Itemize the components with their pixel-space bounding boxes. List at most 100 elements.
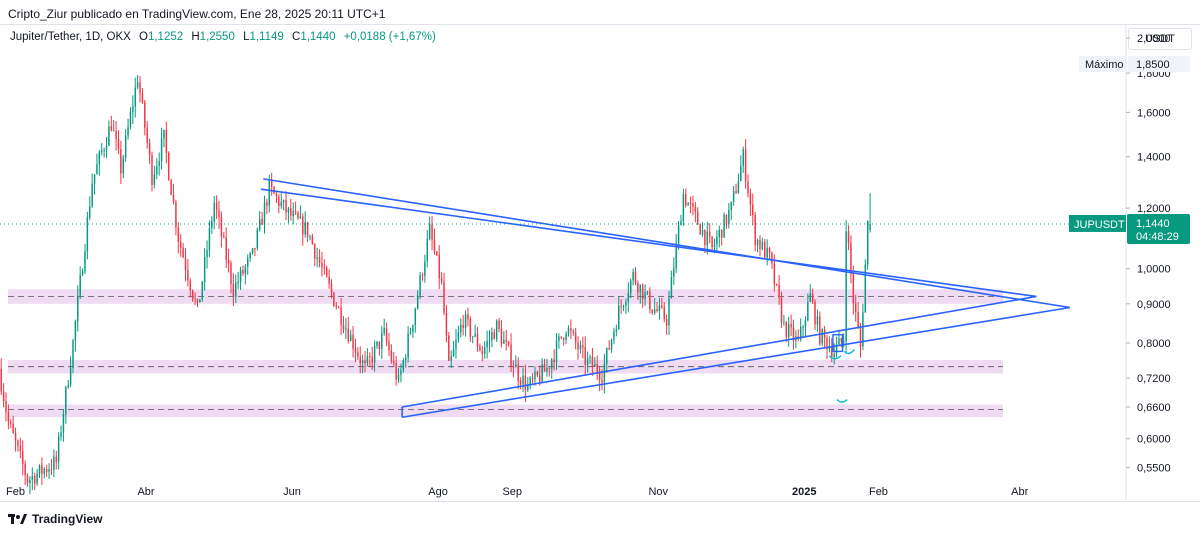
- candle-body: [177, 227, 180, 242]
- low-label: L: [243, 31, 250, 43]
- candle-body: [728, 210, 730, 224]
- candle-body: [438, 254, 440, 279]
- candle-body: [610, 339, 613, 350]
- candle-body: [428, 224, 431, 239]
- candle-body: [299, 216, 302, 219]
- candle-body: [77, 295, 79, 322]
- candle-body: [72, 340, 74, 368]
- candle-body: [768, 247, 771, 253]
- candle-body: [33, 475, 36, 484]
- candle-body: [36, 473, 38, 484]
- y-tick-label: 0,7200: [1137, 373, 1171, 385]
- candle-body: [242, 269, 244, 274]
- candle-body: [852, 273, 855, 304]
- candle-body: [766, 247, 768, 258]
- candle-body: [189, 280, 192, 291]
- candle-body: [416, 295, 419, 309]
- candle-body: [431, 224, 433, 240]
- candle-body: [278, 196, 280, 207]
- candle-body: [622, 306, 625, 308]
- candle-body: [658, 305, 661, 312]
- candle-body: [550, 359, 553, 369]
- candle-body: [677, 225, 680, 244]
- candle-body: [424, 261, 426, 276]
- candle-body: [586, 358, 589, 365]
- support-zone: [8, 360, 1003, 374]
- candle-body: [17, 440, 19, 446]
- candle-body: [67, 384, 69, 388]
- x-tick-label: 2025: [792, 486, 816, 498]
- candle-body: [136, 82, 139, 88]
- candle-body: [153, 174, 156, 186]
- candle-body: [601, 380, 603, 383]
- publisher-line: Cripto_Ziur publicado en TradingView.com…: [8, 7, 386, 21]
- candle-body: [120, 149, 122, 174]
- candle-body: [517, 364, 519, 381]
- candle-body: [572, 331, 575, 333]
- candle-body: [129, 112, 132, 128]
- candle-body: [182, 247, 184, 258]
- candle-body: [5, 401, 7, 413]
- candle-body: [476, 334, 479, 347]
- candle-body: [570, 328, 572, 332]
- candle-body: [235, 282, 237, 297]
- candle-body: [184, 257, 187, 270]
- candle-body: [565, 333, 567, 340]
- candle-body: [369, 356, 371, 358]
- symbol-tag-box: [1069, 214, 1126, 232]
- tradingview-logo-icon: [8, 514, 27, 524]
- candle-body: [639, 284, 642, 293]
- candle-body: [311, 236, 314, 245]
- price-tag-countdown: 04:48:29: [1136, 231, 1179, 243]
- candle-body: [620, 305, 622, 307]
- candle-body: [493, 332, 496, 340]
- candle-body: [646, 291, 649, 293]
- candle-body: [740, 165, 742, 182]
- candle-body: [596, 364, 598, 374]
- candle-body: [802, 326, 804, 328]
- candle-body: [869, 223, 871, 230]
- y-tick-label: 1,0000: [1137, 264, 1171, 276]
- candle-body: [203, 256, 206, 282]
- candle-body: [74, 321, 77, 341]
- candle-body: [787, 324, 790, 338]
- candle-body: [127, 127, 129, 136]
- candle-body: [108, 126, 110, 146]
- candle-body: [711, 236, 713, 248]
- candle-body: [314, 244, 316, 259]
- candle-body: [91, 183, 93, 207]
- x-tick-label: Jun: [283, 486, 301, 498]
- candle-body: [548, 368, 551, 370]
- candle-body: [615, 329, 618, 332]
- candle-body: [2, 391, 5, 402]
- candle-body: [641, 284, 644, 300]
- candle-body: [603, 363, 606, 383]
- change-value: +0,0188 (+1,67%): [343, 31, 436, 43]
- candle-body: [811, 293, 814, 302]
- candle-body: [732, 191, 735, 202]
- candle-body: [689, 203, 692, 205]
- candle-body: [84, 251, 86, 272]
- currency-button[interactable]: USDT: [1128, 28, 1192, 50]
- candle-body: [345, 328, 347, 330]
- candle-body: [31, 475, 34, 480]
- candle-body: [191, 290, 194, 299]
- candle-body: [845, 231, 847, 342]
- y-tick-label: 0,8000: [1137, 338, 1171, 350]
- candle-body: [651, 309, 654, 314]
- close-value: 1,1440: [300, 31, 336, 43]
- candle-body: [546, 368, 548, 372]
- candle-body: [541, 364, 543, 382]
- candle-body: [443, 281, 445, 313]
- candle-body: [55, 456, 57, 462]
- candle-body: [866, 220, 869, 265]
- candle-body: [100, 150, 103, 153]
- candle-body: [342, 324, 345, 330]
- candle-body: [258, 219, 261, 230]
- candle-body: [673, 268, 675, 277]
- candle-body: [826, 337, 828, 350]
- candle-body: [792, 327, 795, 341]
- candle-body: [359, 356, 361, 363]
- candle-body: [486, 340, 488, 348]
